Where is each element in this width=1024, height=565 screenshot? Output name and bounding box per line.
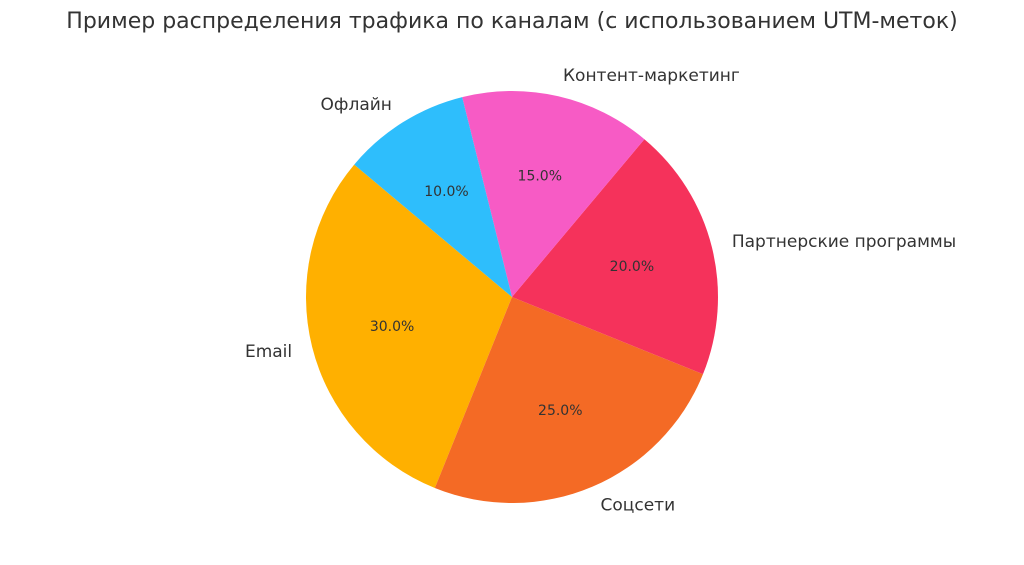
value-label: 25.0% bbox=[538, 403, 582, 419]
slice-label: Email bbox=[245, 342, 292, 362]
value-label: 10.0% bbox=[424, 184, 468, 200]
value-label: 30.0% bbox=[370, 319, 414, 335]
value-label: 15.0% bbox=[518, 169, 562, 185]
pie-slice bbox=[306, 164, 512, 488]
value-label: 20.0% bbox=[610, 259, 654, 275]
slice-label: Контент-маркетинг bbox=[563, 66, 740, 86]
slice-label: Партнерские программы bbox=[732, 232, 956, 252]
slice-label: Соцсети bbox=[601, 496, 676, 516]
pie-slice bbox=[512, 139, 718, 375]
chart-title: Пример распределения трафика по каналам … bbox=[66, 9, 957, 34]
pie-slice bbox=[434, 297, 703, 503]
pie-slice bbox=[354, 97, 512, 297]
slice-label: Офлайн bbox=[321, 95, 392, 115]
pie-slice bbox=[462, 90, 645, 297]
